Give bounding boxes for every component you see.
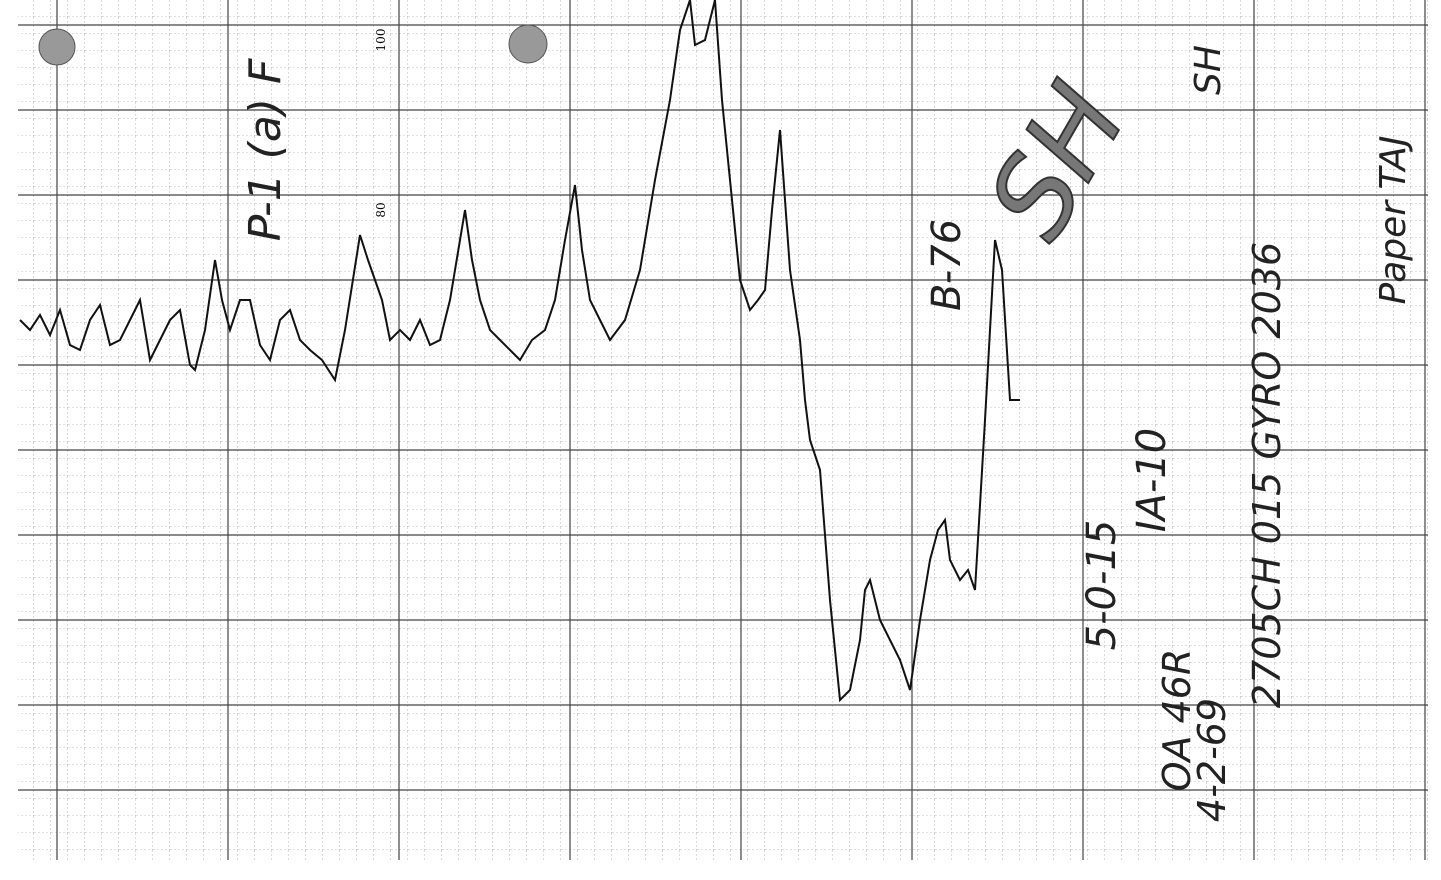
note: 2705CH 015 GYRO 2036 (1245, 242, 1289, 708)
scale-label: 100 (374, 29, 388, 52)
note: SH (1188, 45, 1229, 95)
note: B-76 (924, 219, 970, 311)
note: P-1 (a) F (240, 58, 291, 241)
note: Paper TAJ (1373, 136, 1414, 305)
chart-recording: 100 80 P-1 (a) F B-76 SH SH 5-0-15 IA-10… (0, 0, 1441, 880)
hole (509, 25, 547, 63)
note: 5-0-15 (1079, 520, 1125, 651)
note: IA-10 (1129, 428, 1175, 533)
scale-label: 80 (374, 202, 388, 217)
hole (39, 29, 75, 65)
note: 4-2-69 (1190, 698, 1234, 822)
